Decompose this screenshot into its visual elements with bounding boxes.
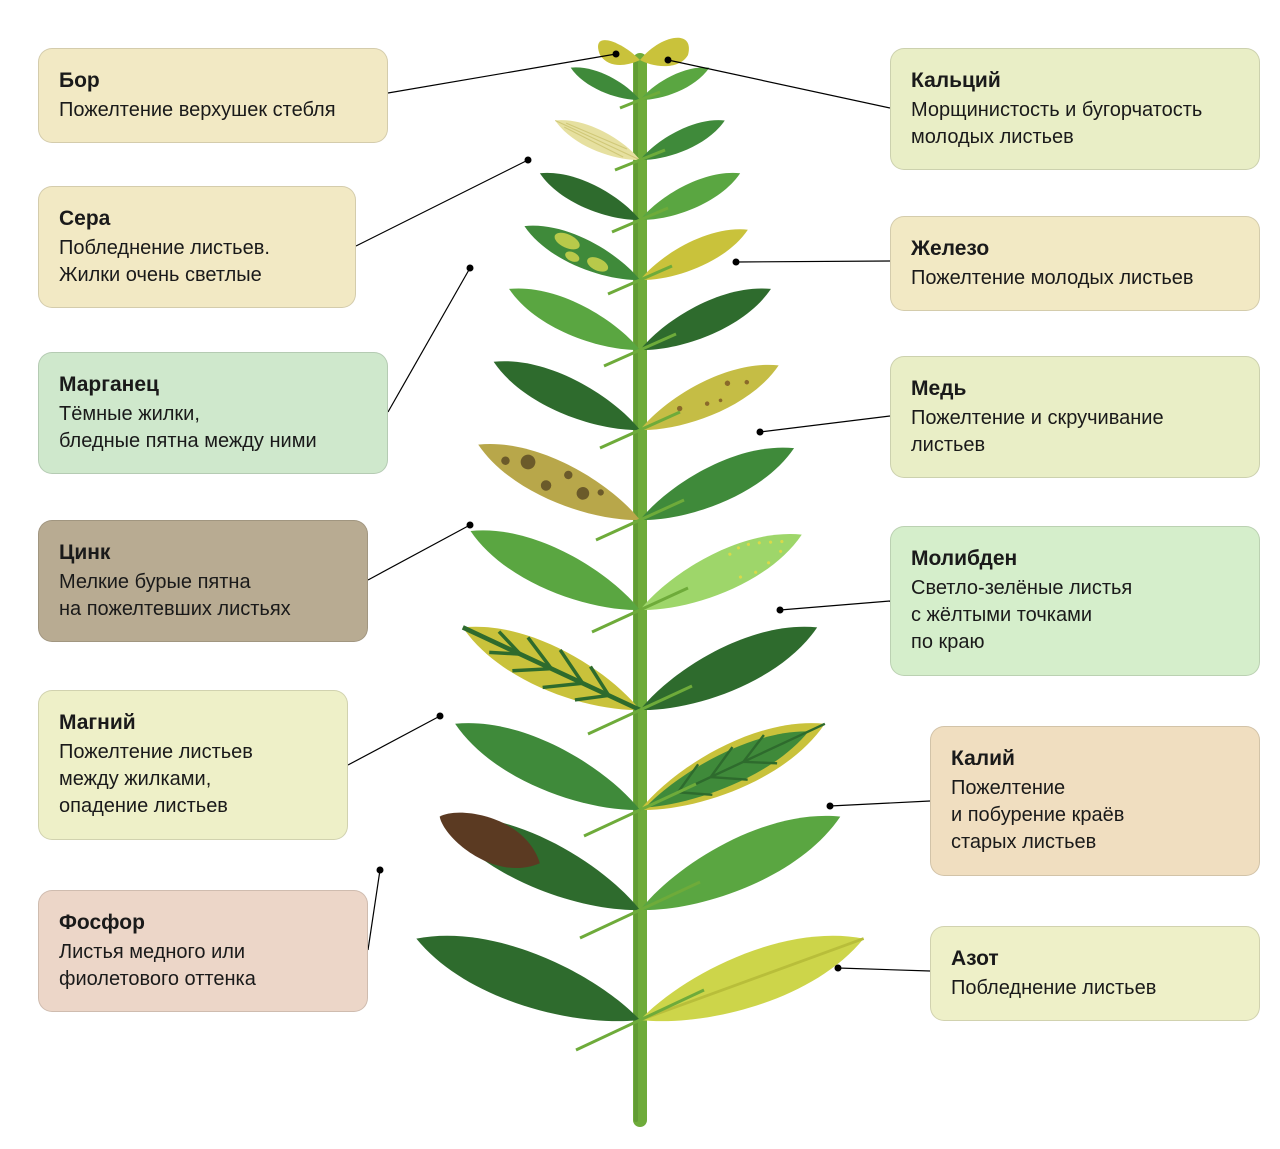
card-copper: МедьПожелтение и скручивание листьев xyxy=(890,356,1260,478)
card-desc: Пожелтение листьев между жилками, опаден… xyxy=(59,739,327,820)
card-magnesium: МагнийПожелтение листьев между жилками, … xyxy=(38,690,348,840)
card-title: Калий xyxy=(951,745,1239,773)
card-desc: Светло-зелёные листья с жёлтыми точками … xyxy=(911,575,1239,656)
card-molybdenum: МолибденСветло-зелёные листья с жёлтыми … xyxy=(890,526,1260,676)
card-desc: Пожелтение молодых листьев xyxy=(911,265,1239,292)
card-boron: БорПожелтение верхушек стебля xyxy=(38,48,388,143)
card-title: Магний xyxy=(59,709,327,737)
card-title: Кальций xyxy=(911,67,1239,95)
card-desc: Морщинистость и бугорчатость молодых лис… xyxy=(911,97,1239,151)
card-title: Сера xyxy=(59,205,335,233)
card-zinc: ЦинкМелкие бурые пятна на пожелтевших ли… xyxy=(38,520,368,642)
card-title: Железо xyxy=(911,235,1239,263)
card-phosphorus: ФосфорЛистья медного или фиолетового отт… xyxy=(38,890,368,1012)
card-desc: Пожелтение и побурение краёв старых лист… xyxy=(951,775,1239,856)
card-title: Бор xyxy=(59,67,367,95)
card-desc: Тёмные жилки, бледные пятна между ними xyxy=(59,401,367,455)
card-potassium: КалийПожелтение и побурение краёв старых… xyxy=(930,726,1260,876)
card-calcium: КальцийМорщинистость и бугорчатость моло… xyxy=(890,48,1260,170)
card-title: Азот xyxy=(951,945,1239,973)
card-desc: Побледнение листьев xyxy=(951,975,1239,1002)
card-nitrogen: АзотПобледнение листьев xyxy=(930,926,1260,1021)
card-title: Фосфор xyxy=(59,909,347,937)
card-desc: Побледнение листьев. Жилки очень светлые xyxy=(59,235,335,289)
card-desc: Пожелтение и скручивание листьев xyxy=(911,405,1239,459)
card-iron: ЖелезоПожелтение молодых листьев xyxy=(890,216,1260,311)
card-title: Марганец xyxy=(59,371,367,399)
card-desc: Листья медного или фиолетового оттенка xyxy=(59,939,347,993)
card-title: Медь xyxy=(911,375,1239,403)
card-title: Цинк xyxy=(59,539,347,567)
card-desc: Мелкие бурые пятна на пожелтевших листья… xyxy=(59,569,347,623)
card-title: Молибден xyxy=(911,545,1239,573)
card-sulfur: СераПобледнение листьев. Жилки очень све… xyxy=(38,186,356,308)
card-manganese: МарганецТёмные жилки, бледные пятна межд… xyxy=(38,352,388,474)
card-desc: Пожелтение верхушек стебля xyxy=(59,97,367,124)
